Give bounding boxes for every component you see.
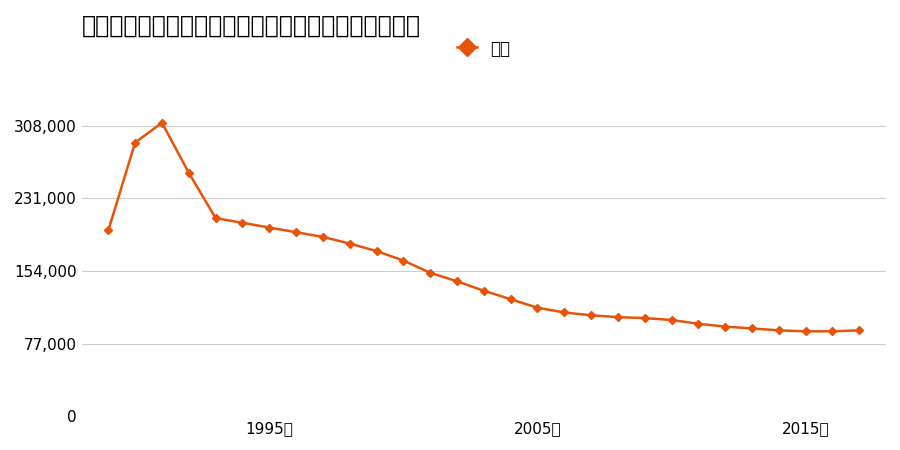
価格	[559, 310, 570, 315]
価格	[130, 140, 140, 145]
価格	[318, 234, 328, 240]
価格	[291, 230, 302, 235]
価格	[425, 270, 436, 275]
価格	[103, 228, 113, 233]
価格	[747, 326, 758, 331]
価格	[237, 220, 248, 225]
Line: 価格: 価格	[105, 120, 862, 334]
価格	[345, 241, 356, 246]
価格	[479, 288, 490, 293]
価格	[666, 317, 677, 323]
価格	[184, 170, 194, 176]
価格	[854, 328, 865, 333]
価格	[720, 324, 731, 329]
価格	[800, 328, 811, 334]
価格	[505, 297, 516, 302]
価格	[452, 279, 463, 284]
価格	[586, 313, 597, 318]
価格	[211, 216, 221, 221]
価格	[613, 315, 624, 320]
Text: 千葉県船橋市田喜野井１丁目５２４番１４の地価推移: 千葉県船橋市田喜野井１丁目５２４番１４の地価推移	[82, 14, 420, 38]
価格	[532, 305, 543, 310]
価格	[693, 321, 704, 326]
価格	[773, 328, 784, 333]
価格	[827, 328, 838, 334]
Legend: 価格: 価格	[451, 33, 518, 64]
価格	[264, 225, 274, 230]
価格	[398, 258, 409, 263]
価格	[371, 248, 382, 254]
価格	[639, 315, 650, 321]
価格	[157, 120, 167, 126]
